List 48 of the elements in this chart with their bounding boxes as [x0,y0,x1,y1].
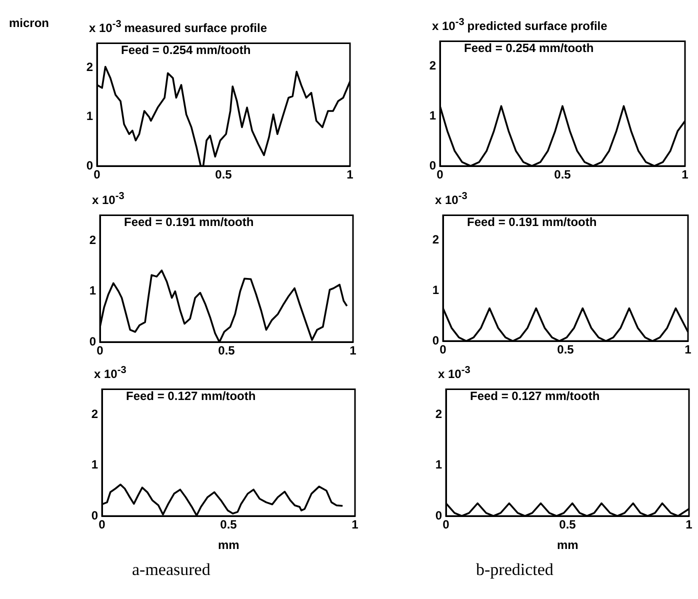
x-tick-label: 0.5 [218,344,236,358]
y-tick-label: 2 [435,406,442,421]
y-tick-label: 1 [435,458,442,472]
y-tick-label: 2 [86,60,94,74]
y-tick-label: 0 [91,508,98,522]
text: micron [9,16,50,30]
x-tick-label: 0.5 [220,518,238,532]
x-tick-label: 1 [686,518,693,532]
y-axis-title: x 10$^{-3}$ [435,191,468,207]
y-tick-label: 0 [432,333,440,348]
x-tick-label: 0.5 [554,168,572,182]
text: b-predicted [476,560,554,580]
annotation: Feed = 0.127 mm/tooth [470,389,600,403]
x-tick-label: 0.5 [559,518,576,532]
y-tick-label: 1 [432,282,440,297]
y-tick-label: 0 [435,508,442,522]
chart-title: measured surface profile [124,21,267,35]
annotation: Feed = 0.191 mm/tooth [467,215,597,229]
text: a-measured [132,560,210,580]
x-tick-label: 1 [682,168,689,182]
chart-title: predicted surface profile [467,19,608,33]
annotation: Feed = 0.127 mm/tooth [126,389,256,403]
x-tick-label: 1 [346,168,354,182]
x-tick-label: 1 [684,342,692,357]
x-tick-label: 0.5 [215,168,232,182]
y-tick-label: 2 [91,406,98,421]
y-tick-label: 2 [89,232,96,247]
y-axis-title: x 10$^{-3}$ [432,17,464,33]
x-tick-label: 1 [350,344,357,358]
y-axis-title: x 10$^{-3}$ [92,191,124,207]
y-tick-label: 1 [91,458,98,472]
annotation: Feed = 0.254 mm/tooth [464,41,594,55]
x-tick-label: 0.5 [557,342,574,357]
y-tick-label: 0 [429,158,436,172]
y-axis-title: x 10$^{-3}$ [89,19,122,35]
y-tick-label: 0 [86,158,94,172]
y-tick-label: 1 [429,108,436,122]
y-tick-label: 1 [89,284,96,298]
y-tick-label: 2 [429,58,436,72]
annotation: Feed = 0.191 mm/tooth [124,215,254,229]
y-axis-title: x 10$^{-3}$ [438,365,470,381]
y-tick-label: 2 [432,232,440,247]
x-axis-title: mm [557,538,578,552]
x-axis-title: mm [218,538,240,552]
y-tick-label: 1 [86,109,94,124]
annotation: Feed = 0.254 mm/tooth [121,43,251,57]
y-axis-title: x 10$^{-3}$ [94,365,126,381]
x-tick-label: 1 [352,518,359,532]
